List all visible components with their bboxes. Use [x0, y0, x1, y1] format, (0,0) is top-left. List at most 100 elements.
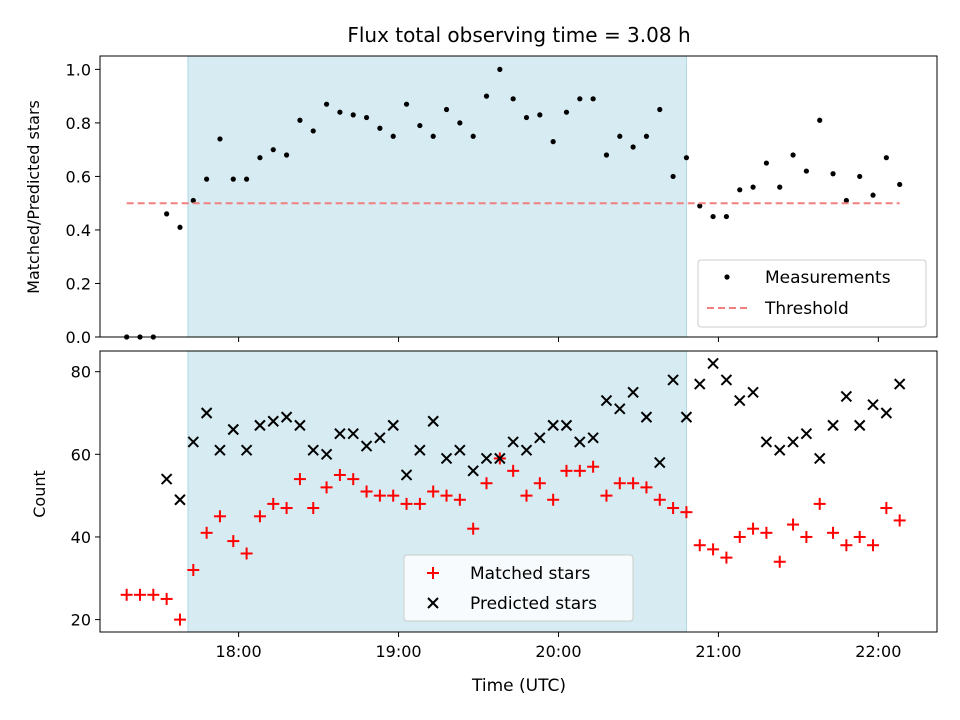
predicted-stars-point: [494, 452, 506, 465]
measurement-point: [377, 125, 383, 131]
matched-stars-point: [853, 530, 866, 543]
matched-stars-point: [800, 530, 813, 543]
matched-stars-point: [773, 555, 786, 568]
predicted-stars-point: [414, 444, 426, 456]
measurement-point: [310, 128, 316, 134]
predicted-stars-point: [680, 411, 693, 423]
y-tick-label: 80: [71, 363, 91, 382]
matched-stars-point: [560, 464, 573, 477]
predicted-stars-point: [174, 494, 186, 506]
matched-stars-point: [640, 481, 653, 494]
measurement-point: [643, 133, 650, 139]
measurement-point: [417, 122, 423, 129]
predicted-stars-point: [640, 411, 653, 423]
count-series: [120, 357, 906, 626]
predicted-stars-point: [734, 394, 746, 407]
y-tick-label: 0.4: [66, 221, 91, 240]
count-legend-box: [403, 554, 634, 622]
measurement-point: [363, 114, 370, 121]
measurement-point: [390, 133, 396, 139]
matched-stars-point: [787, 518, 800, 531]
predicted-stars-point: [400, 469, 413, 481]
predicted-stars-point: [254, 419, 266, 432]
measurement-point: [177, 224, 183, 230]
count-y-axis-label: Count: [30, 470, 49, 518]
predicted-stars-point: [267, 415, 279, 427]
measurement-point: [550, 139, 556, 145]
predicted-stars-point: [840, 390, 853, 403]
matched-stars-point: [680, 506, 693, 519]
measurement-point: [617, 133, 623, 139]
legend-predicted-marker: [427, 597, 439, 609]
measurement-point: [790, 152, 796, 158]
predicted-stars-point: [694, 378, 706, 390]
matched-stars-point: [280, 502, 293, 515]
predicted-stars-point: [814, 452, 826, 465]
measurement-point: [270, 147, 276, 153]
measurement-point: [443, 106, 450, 113]
measurement-point: [630, 144, 636, 150]
measurement-point: [257, 155, 263, 161]
predicted-stars-point: [707, 357, 719, 370]
measurement-point: [843, 197, 849, 204]
measurement-point: [283, 152, 290, 158]
measurement-point: [217, 136, 223, 142]
predicted-stars-point: [853, 419, 866, 432]
matched-stars-point: [587, 460, 600, 473]
matched-stars-point: [667, 502, 680, 515]
measurement-point: [337, 109, 343, 115]
measurement-point: [817, 117, 823, 123]
matched-stars-point: [653, 493, 666, 506]
measurement-point: [563, 109, 570, 115]
ratio-legend: Measurements Threshold: [697, 259, 927, 328]
predicted-stars-point: [614, 403, 626, 415]
predicted-stars-point: [534, 432, 546, 444]
measurement-point: [164, 211, 170, 217]
measurement-point: [590, 96, 596, 102]
measurement-point: [350, 112, 356, 118]
count-panel: 20 40 60 80 18:00 19:00 20:00 21:00 22:00 Count…: [30, 350, 938, 696]
measurement-point: [430, 133, 436, 139]
measurement-point: [204, 176, 210, 182]
matched-stars-point: [213, 510, 226, 523]
predicted-stars-point: [774, 444, 786, 456]
matched-stars-point: [747, 522, 760, 535]
predicted-stars-point: [307, 444, 319, 456]
predicted-stars-point: [760, 436, 773, 448]
observing-span: [187, 55, 687, 338]
predicted-stars-point: [600, 394, 613, 407]
y-tick-label: 40: [71, 528, 91, 547]
matched-stars-point: [867, 539, 880, 552]
measurement-point: [457, 120, 463, 126]
predicted-stars-point: [360, 440, 373, 452]
predicted-stars-point: [800, 427, 813, 440]
measurement-point: [577, 96, 583, 102]
predicted-stars-point: [547, 419, 559, 432]
matched-stars-point: [360, 485, 373, 498]
measurement-point: [870, 192, 876, 198]
y-tick-label: 0.0: [66, 328, 91, 347]
predicted-stars-point: [294, 419, 306, 432]
x-tick-label: 20:00: [535, 642, 581, 661]
measurement-point: [323, 101, 330, 107]
x-tick-label: 21:00: [695, 642, 741, 661]
matched-stars-point: [480, 477, 493, 490]
matched-stars-point: [320, 481, 333, 494]
measurement-point: [297, 117, 303, 123]
matched-stars-point: [387, 489, 400, 502]
predicted-stars-point: [160, 473, 173, 485]
legend-measurements-label: Measurements: [765, 268, 891, 288]
matched-stars-point: [173, 613, 186, 626]
matched-stars-point: [733, 530, 746, 543]
measurement-point: [537, 112, 543, 118]
matched-stars-point: [133, 588, 146, 601]
predicted-stars-point: [387, 419, 399, 432]
matched-stars-point: [507, 464, 520, 477]
predicted-stars-point: [334, 427, 346, 440]
predicted-stars-point: [374, 432, 386, 444]
matched-stars-point: [547, 493, 560, 506]
matched-stars-point: [467, 522, 480, 535]
measurement-point: [803, 168, 809, 174]
legend-threshold-label: Threshold: [764, 299, 849, 319]
